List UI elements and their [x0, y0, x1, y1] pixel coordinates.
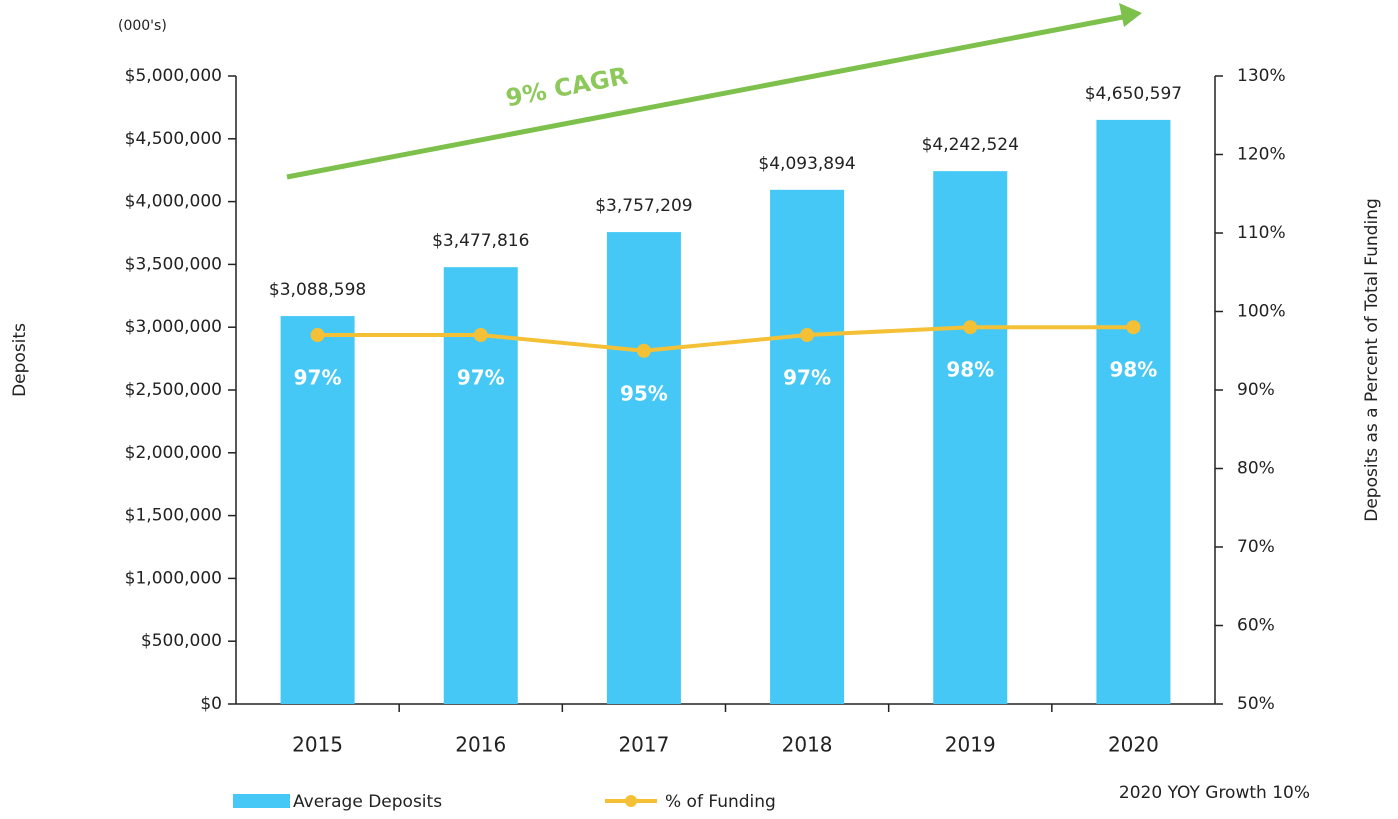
cagr-label: 9% CAGR	[504, 62, 631, 113]
x-tick-label: 2016	[455, 733, 506, 757]
x-tick-label: 2015	[292, 733, 343, 757]
y2-tick-label: 80%	[1237, 459, 1275, 479]
line-point	[800, 328, 815, 343]
line-value-label: 97%	[783, 366, 831, 390]
line-value-label: 98%	[946, 358, 994, 382]
y-tick-label: $2,500,000	[125, 380, 222, 400]
line-point	[636, 343, 651, 358]
line-value-label: 98%	[1109, 358, 1157, 382]
bar	[280, 316, 355, 704]
line-point	[963, 320, 978, 335]
y-axis-title: Deposits	[10, 323, 30, 397]
legend-label: % of Funding	[665, 792, 776, 812]
line-point	[473, 328, 488, 343]
bar-value-label: $3,088,598	[269, 280, 366, 300]
legend-swatch	[233, 794, 290, 808]
y2-tick-label: 130%	[1237, 66, 1286, 86]
unit-note: (000's)	[118, 18, 167, 34]
footnote: 2020 YOY Growth 10%	[1119, 783, 1310, 803]
bar-value-label: $4,242,524	[922, 135, 1019, 155]
line-value-label: 97%	[294, 366, 342, 390]
y-tick-label: $5,000,000	[125, 66, 222, 86]
y-tick-label: $1,000,000	[125, 568, 222, 588]
y2-tick-label: 100%	[1237, 302, 1286, 322]
line-point	[1126, 320, 1141, 335]
line-value-label: 97%	[457, 366, 505, 390]
x-tick-label: 2018	[782, 733, 833, 757]
legend-label: Average Deposits	[293, 792, 442, 812]
y2-tick-label: 90%	[1237, 380, 1275, 400]
y-tick-label: $0	[200, 694, 222, 714]
line	[317, 325, 1134, 353]
y2-tick-label: 60%	[1237, 616, 1275, 636]
y2-tick-label: 110%	[1237, 223, 1286, 243]
bar-value-label: $3,477,816	[432, 231, 529, 251]
y2-tick-label: 50%	[1237, 694, 1275, 714]
bar	[933, 171, 1008, 705]
bar-value-label: $3,757,209	[595, 196, 692, 216]
bar	[606, 232, 681, 704]
y2-tick-label: 120%	[1237, 145, 1286, 165]
x-tick-label: 2019	[945, 733, 996, 757]
bar-value-label: $4,650,597	[1085, 84, 1182, 104]
y-tick-label: $4,500,000	[125, 129, 222, 149]
bar	[1096, 119, 1171, 705]
cagr-arrow	[286, 13, 1129, 180]
y-tick-label: $500,000	[141, 631, 222, 651]
y-tick-label: $3,500,000	[125, 254, 222, 274]
bar	[770, 189, 845, 705]
x-tick-label: 2020	[1108, 733, 1159, 757]
legend-swatch-dot	[625, 795, 637, 807]
y2-tick-label: 70%	[1237, 537, 1275, 557]
y-tick-label: $1,500,000	[125, 506, 222, 526]
line-point	[310, 328, 325, 343]
y-tick-label: $3,000,000	[125, 317, 222, 337]
y2-axis-title: Deposits as a Percent of Total Funding	[1362, 198, 1382, 522]
bar-value-label: $4,093,894	[758, 154, 855, 174]
cagr-arrowhead	[1119, 3, 1142, 27]
x-tick-label: 2017	[618, 733, 669, 757]
y-tick-label: $2,000,000	[125, 443, 222, 463]
line-value-label: 95%	[620, 381, 668, 405]
y-tick-label: $4,000,000	[125, 192, 222, 212]
